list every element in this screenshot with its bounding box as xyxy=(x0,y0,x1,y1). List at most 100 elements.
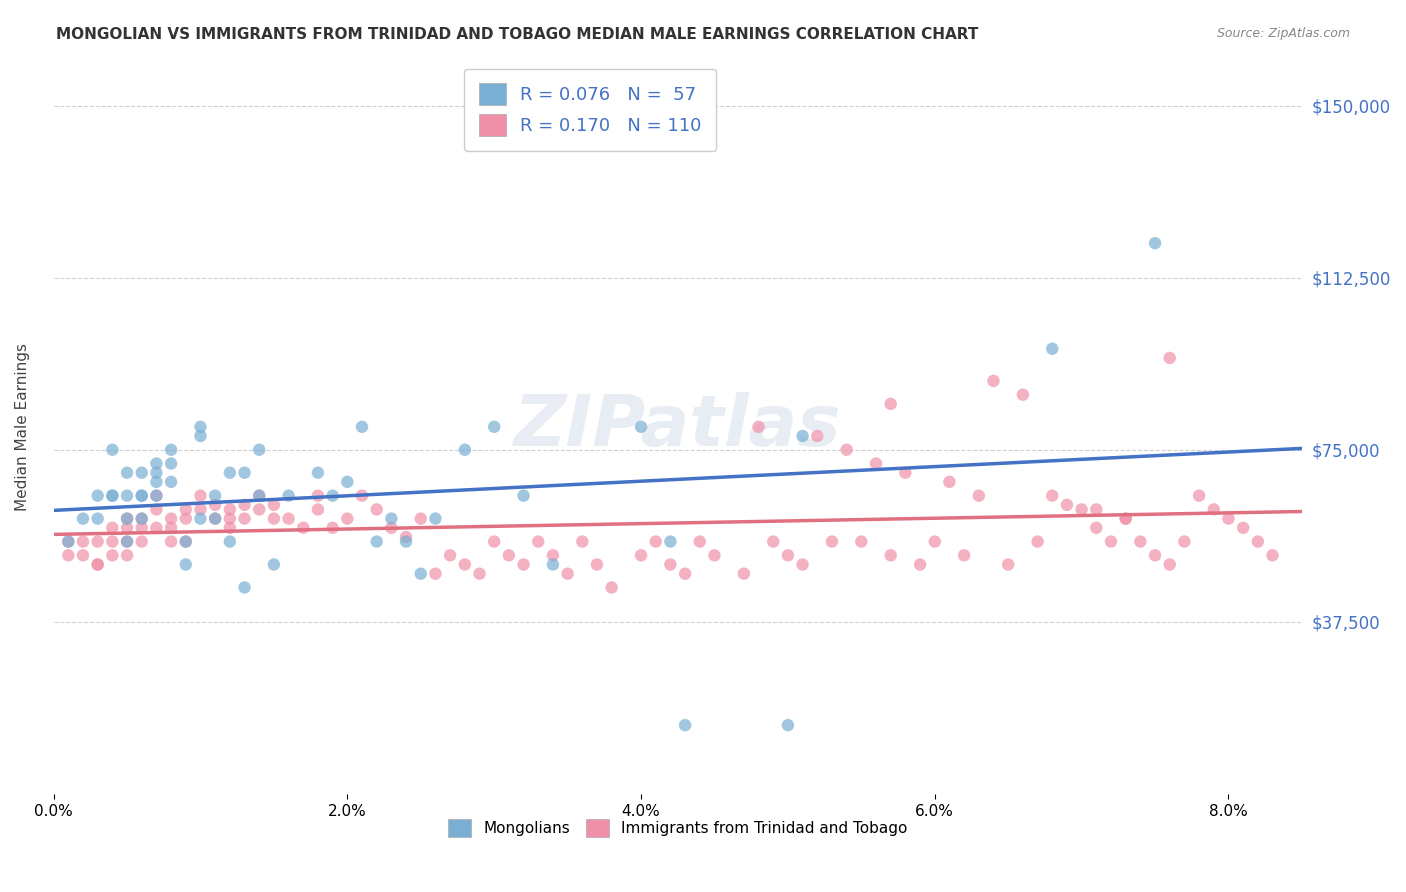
Point xyxy=(131,521,153,535)
Point xyxy=(644,534,666,549)
Point xyxy=(1129,534,1152,549)
Point xyxy=(1144,236,1167,251)
Point xyxy=(350,419,373,434)
Point xyxy=(145,489,167,503)
Point xyxy=(336,511,359,525)
Point xyxy=(454,558,477,572)
Point xyxy=(409,566,432,581)
Y-axis label: Median Male Earnings: Median Male Earnings xyxy=(15,343,30,511)
Point xyxy=(115,534,138,549)
Point xyxy=(835,442,858,457)
Point xyxy=(380,521,402,535)
Point xyxy=(131,489,153,503)
Point xyxy=(792,429,814,443)
Point xyxy=(983,374,1005,388)
Point xyxy=(101,489,124,503)
Point xyxy=(1040,489,1063,503)
Point xyxy=(101,534,124,549)
Point xyxy=(263,498,285,512)
Point xyxy=(307,489,329,503)
Point xyxy=(247,442,270,457)
Point xyxy=(86,489,108,503)
Point xyxy=(1115,511,1137,525)
Point xyxy=(233,581,256,595)
Point xyxy=(58,549,80,563)
Point xyxy=(409,511,432,525)
Point xyxy=(247,489,270,503)
Point xyxy=(307,502,329,516)
Point xyxy=(821,534,844,549)
Point xyxy=(776,549,799,563)
Point xyxy=(1115,511,1137,525)
Text: ZIPatlas: ZIPatlas xyxy=(515,392,841,461)
Point xyxy=(101,489,124,503)
Point xyxy=(541,549,564,563)
Point xyxy=(1085,521,1108,535)
Point xyxy=(174,502,197,516)
Point xyxy=(190,429,212,443)
Point xyxy=(630,549,652,563)
Point xyxy=(865,457,887,471)
Legend: Mongolians, Immigrants from Trinidad and Tobago: Mongolians, Immigrants from Trinidad and… xyxy=(440,811,915,845)
Point xyxy=(190,502,212,516)
Point xyxy=(160,475,183,489)
Point xyxy=(277,489,299,503)
Point xyxy=(776,718,799,732)
Point xyxy=(1056,498,1078,512)
Point xyxy=(703,549,725,563)
Point xyxy=(425,566,447,581)
Point xyxy=(792,558,814,572)
Point xyxy=(233,498,256,512)
Point xyxy=(322,489,344,503)
Point xyxy=(131,511,153,525)
Point xyxy=(571,534,593,549)
Point xyxy=(482,419,505,434)
Point xyxy=(247,489,270,503)
Point xyxy=(1099,534,1122,549)
Point xyxy=(1070,502,1092,516)
Point xyxy=(1026,534,1049,549)
Point xyxy=(689,534,711,549)
Point xyxy=(86,534,108,549)
Point xyxy=(160,457,183,471)
Text: Source: ZipAtlas.com: Source: ZipAtlas.com xyxy=(1216,27,1350,40)
Point xyxy=(1173,534,1195,549)
Point xyxy=(101,521,124,535)
Point xyxy=(218,521,240,535)
Point xyxy=(366,502,388,516)
Point xyxy=(131,466,153,480)
Point xyxy=(307,466,329,480)
Text: MONGOLIAN VS IMMIGRANTS FROM TRINIDAD AND TOBAGO MEDIAN MALE EARNINGS CORRELATIO: MONGOLIAN VS IMMIGRANTS FROM TRINIDAD AN… xyxy=(56,27,979,42)
Point xyxy=(58,534,80,549)
Point xyxy=(115,511,138,525)
Point xyxy=(967,489,990,503)
Point xyxy=(247,502,270,516)
Point xyxy=(557,566,579,581)
Point xyxy=(115,511,138,525)
Point xyxy=(762,534,785,549)
Point xyxy=(72,534,94,549)
Point xyxy=(600,581,623,595)
Point xyxy=(190,489,212,503)
Point xyxy=(160,442,183,457)
Point xyxy=(115,549,138,563)
Point xyxy=(747,419,769,434)
Point xyxy=(58,534,80,549)
Point xyxy=(879,397,901,411)
Point xyxy=(1232,521,1254,535)
Point xyxy=(586,558,609,572)
Point xyxy=(938,475,960,489)
Point xyxy=(145,475,167,489)
Point xyxy=(72,511,94,525)
Point xyxy=(894,466,917,480)
Point xyxy=(174,558,197,572)
Point xyxy=(673,718,696,732)
Point xyxy=(395,534,418,549)
Point xyxy=(366,534,388,549)
Point xyxy=(673,566,696,581)
Point xyxy=(1144,549,1167,563)
Point xyxy=(160,511,183,525)
Point xyxy=(86,558,108,572)
Point xyxy=(1202,502,1225,516)
Point xyxy=(174,534,197,549)
